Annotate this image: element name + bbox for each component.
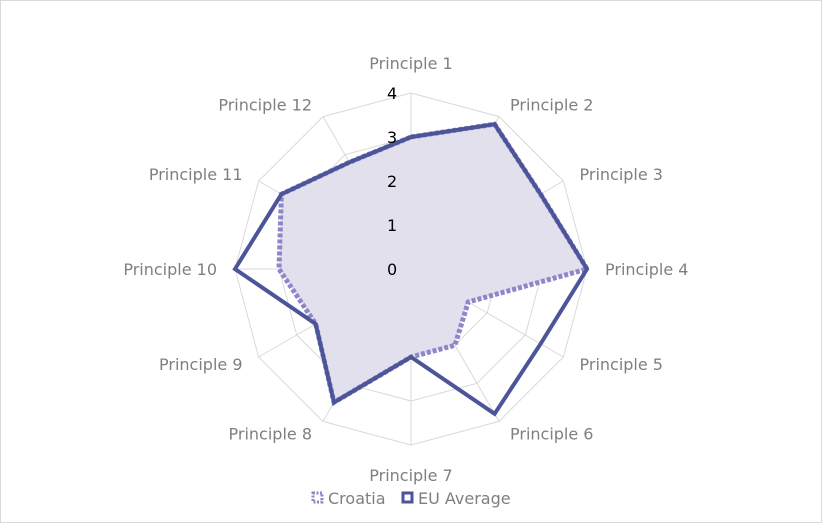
tick-label-1: 1: [387, 216, 397, 235]
tick-label-4: 4: [387, 84, 397, 103]
legend-label-croatia: Croatia: [328, 489, 386, 508]
category-label-8: Principle 8: [229, 425, 312, 444]
series-lines: [232, 121, 591, 417]
category-labels: Principle 1 Principle 2 Principle 3 Princip…: [123, 54, 688, 485]
category-label-11: Principle 11: [149, 165, 243, 184]
legend-item-eu-average: EU Average: [401, 489, 511, 508]
legend-marker-eu-average: [401, 491, 414, 504]
legend-item-croatia: Croatia: [311, 489, 386, 508]
category-label-1: Principle 1: [369, 54, 452, 73]
category-label-7: Principle 7: [369, 466, 452, 485]
series-areas: [279, 124, 587, 403]
category-label-6: Principle 6: [510, 425, 593, 444]
category-label-12: Principle 12: [218, 96, 312, 115]
legend-marker-croatia: [311, 491, 324, 504]
category-label-5: Principle 5: [580, 355, 663, 374]
category-label-3: Principle 3: [580, 165, 663, 184]
radial-tick-labels: 0 1 2 3 4: [387, 84, 397, 279]
category-label-10: Principle 10: [123, 260, 217, 279]
category-label-4: Principle 4: [605, 260, 688, 279]
category-label-9: Principle 9: [159, 355, 242, 374]
category-label-2: Principle 2: [510, 96, 593, 115]
tick-label-0: 0: [387, 260, 397, 279]
croatia-area: [279, 124, 587, 403]
tick-label-2: 2: [387, 172, 397, 191]
legend-label-eu-average: EU Average: [418, 489, 511, 508]
tick-label-3: 3: [387, 128, 397, 147]
legend: Croatia EU Average: [311, 489, 511, 508]
